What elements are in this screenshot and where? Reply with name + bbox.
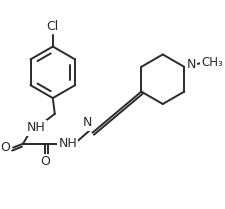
- Text: NH: NH: [27, 121, 45, 134]
- Text: CH₃: CH₃: [201, 56, 223, 69]
- Text: Cl: Cl: [47, 20, 59, 33]
- Text: N: N: [187, 58, 196, 71]
- Text: O: O: [0, 141, 10, 154]
- Text: N: N: [83, 116, 92, 129]
- Text: O: O: [40, 155, 50, 168]
- Text: NH: NH: [58, 137, 77, 150]
